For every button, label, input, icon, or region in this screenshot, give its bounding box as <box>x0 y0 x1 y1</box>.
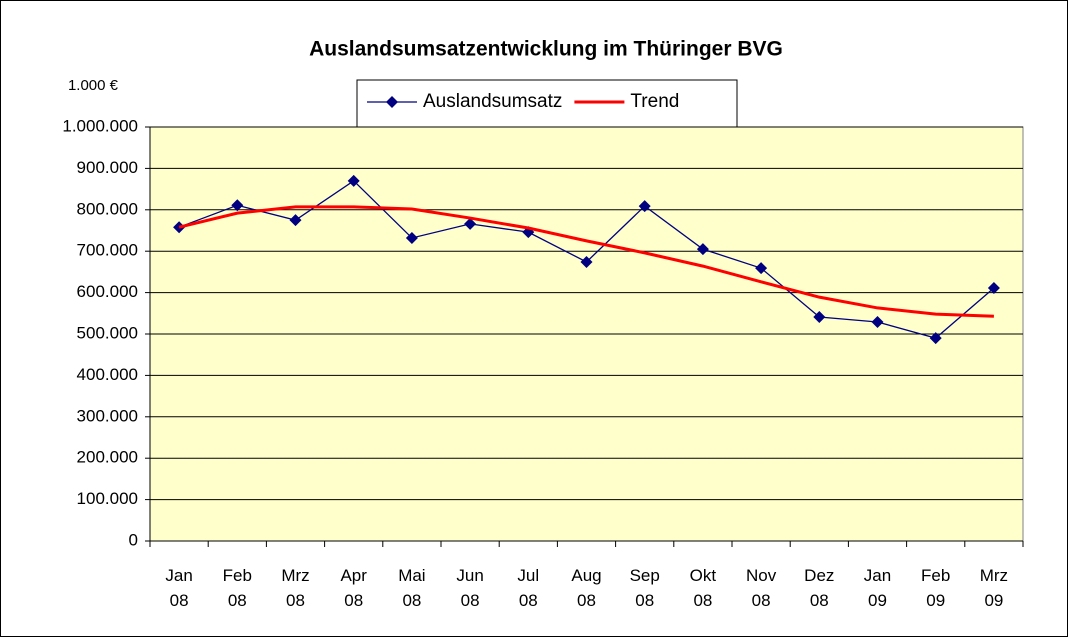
x-tick-label: Sep 08 <box>630 566 660 610</box>
x-tick-label: Jan 08 <box>165 566 192 610</box>
y-tick-label: 500.000 <box>77 323 138 342</box>
x-tick-label: Jun 08 <box>456 566 483 610</box>
data-point <box>871 315 884 328</box>
y-tick-label: 600.000 <box>77 282 138 301</box>
legend-box <box>356 79 738 128</box>
data-point <box>464 217 477 230</box>
x-tick-label: Nov 08 <box>746 566 777 610</box>
data-point <box>580 255 593 268</box>
y-tick-label: 800.000 <box>77 199 138 218</box>
chart-title: Auslandsumsatzentwicklung im Thüringer B… <box>309 38 783 61</box>
y-tick-label: 900.000 <box>77 158 138 177</box>
legend-label: Auslandsumsatz <box>423 91 562 112</box>
x-tick-label: Apr 08 <box>340 566 367 610</box>
data-point <box>347 174 360 187</box>
data-point <box>755 262 768 275</box>
data-point <box>405 231 418 244</box>
data-point <box>987 282 1000 295</box>
y-unit-label: 1.000 € <box>68 77 119 94</box>
x-tick-label: Okt 08 <box>690 566 717 610</box>
y-tick-label: 700.000 <box>77 241 138 260</box>
y-tick-label: 1.000.000 <box>62 116 138 135</box>
y-tick-label: 200.000 <box>77 448 138 467</box>
y-tick-label: 400.000 <box>77 365 138 384</box>
series-line <box>178 205 994 318</box>
y-tick-label: 100.000 <box>77 489 138 508</box>
data-point <box>813 311 826 324</box>
x-tick-label: Feb 08 <box>223 566 252 610</box>
legend-marker <box>386 96 398 108</box>
x-tick-label: Mrz 09 <box>980 566 1008 610</box>
x-tick-label: Mai 08 <box>398 566 425 610</box>
x-tick-label: Jan 09 <box>864 566 891 610</box>
x-tick-label: Feb 09 <box>921 566 950 610</box>
data-point <box>231 199 244 212</box>
data-point <box>289 214 302 227</box>
y-tick-label: 0 <box>129 530 138 549</box>
x-tick-label: Jul 08 <box>517 566 539 610</box>
x-tick-label: Aug 08 <box>571 566 601 610</box>
data-point <box>638 200 651 213</box>
x-tick-label: Mrz 08 <box>281 566 309 610</box>
x-tick-label: Dez 08 <box>804 566 834 610</box>
data-point <box>696 243 709 256</box>
data-point <box>929 332 942 345</box>
legend-label: Trend <box>630 91 679 112</box>
y-tick-label: 300.000 <box>77 406 138 425</box>
